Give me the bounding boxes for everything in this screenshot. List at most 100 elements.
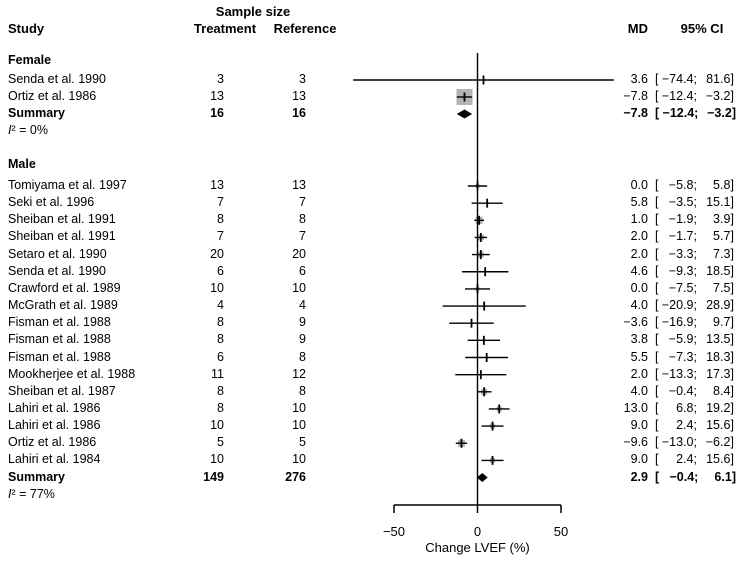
- ci-upper-bound: 17.3: [706, 367, 731, 381]
- ci-value: [−0.4; 6.1]: [655, 470, 736, 484]
- reference-count: 8: [299, 212, 306, 226]
- md-value: 5.5: [630, 350, 648, 364]
- reference-column-header: Reference: [273, 21, 337, 36]
- treatment-count: 7: [217, 229, 224, 243]
- ci-value: [−3.5; 15.1]: [655, 195, 734, 209]
- md-value: −3.6: [623, 315, 648, 329]
- ci-upper-bound: 18.5: [706, 264, 731, 278]
- treatment-count: 8: [217, 332, 224, 346]
- md-value: 4.6: [630, 264, 648, 278]
- study-label: Fisman et al. 1988: [8, 332, 111, 346]
- ci-value: [−1.9; 3.9]: [655, 212, 734, 226]
- ci-upper-bound: 5.8: [713, 178, 731, 192]
- md-value: −9.6: [623, 435, 648, 449]
- ci-lower-bound: −7.3: [668, 350, 694, 364]
- treatment-count: 3: [217, 72, 224, 86]
- study-label: Summary: [8, 106, 65, 120]
- treatment-count: 8: [217, 401, 224, 415]
- ci-lower-bound: −74.4: [661, 72, 694, 86]
- md-value: 0.0: [630, 178, 648, 192]
- study-label: Sheiban et al. 1987: [8, 384, 116, 398]
- ci-value: [−16.9; 9.7]: [655, 315, 734, 329]
- heterogeneity-label: I² = 0%: [8, 123, 48, 137]
- md-value: −7.8: [623, 106, 648, 120]
- ci-value: [−74.4; 81.6]: [655, 72, 734, 86]
- treatment-count: 7: [217, 195, 224, 209]
- ci-upper-bound: 15.6: [706, 418, 731, 432]
- reference-count: 12: [292, 367, 306, 381]
- ci-upper-bound: −6.2: [705, 435, 731, 449]
- study-label: Ortiz et al. 1986: [8, 435, 97, 449]
- ci-lower-bound: −3.5: [668, 195, 694, 209]
- study-label: Tomiyama et al. 1997: [8, 178, 127, 192]
- study-marks: [353, 75, 614, 85]
- reference-count: 10: [292, 452, 306, 466]
- study-label: Seki et al. 1996: [8, 195, 95, 209]
- treatment-count: 13: [210, 89, 224, 103]
- ci-lower-bound: −1.7: [668, 229, 694, 243]
- study-label: Ortiz et al. 1986: [8, 89, 97, 103]
- ci-lower-bound: −3.3: [668, 247, 694, 261]
- ci-value: [−9.3; 18.5]: [655, 264, 734, 278]
- reference-count: 10: [292, 401, 306, 415]
- md-value: 9.0: [630, 418, 648, 432]
- ci-upper-bound: 19.2: [706, 401, 731, 415]
- ci-lower-bound: −13.3: [661, 367, 694, 381]
- group-label: Male: [8, 157, 36, 171]
- reference-count: 276: [285, 470, 306, 484]
- ci-upper-bound: 13.5: [706, 332, 731, 346]
- axis-tick-label: −50: [382, 524, 406, 539]
- study-label: McGrath et al. 1989: [8, 298, 118, 312]
- summary-diamond: [476, 473, 488, 483]
- study-marks: [461, 267, 509, 277]
- summary-marks: [456, 109, 473, 119]
- ci-lower-bound: −1.9: [668, 212, 694, 226]
- md-value: 0.0: [630, 281, 648, 295]
- ci-upper-bound: 15.1: [706, 195, 731, 209]
- x-axis: [393, 504, 562, 513]
- study-marks: [442, 301, 526, 311]
- ci-value: [−0.4; 8.4]: [655, 384, 734, 398]
- md-value: 1.0: [630, 212, 648, 226]
- study-marks: [488, 404, 510, 414]
- study-marks: [474, 232, 488, 242]
- study-marks: [455, 370, 507, 380]
- reference-count: 13: [292, 89, 306, 103]
- study-marks: [465, 353, 509, 362]
- axis-title: Change LVEF (%): [425, 540, 530, 555]
- ci-lower-bound: −0.4: [668, 384, 694, 398]
- treatment-count: 8: [217, 315, 224, 329]
- md-value: 4.0: [630, 384, 648, 398]
- ci-upper-bound: 9.7: [713, 315, 731, 329]
- treatment-count: 10: [210, 418, 224, 432]
- ci-value: [−13.0; −6.2]: [655, 435, 734, 449]
- reference-count: 3: [299, 72, 306, 86]
- md-value: 2.9: [630, 470, 648, 484]
- reference-count: 6: [299, 264, 306, 278]
- treatment-column-header: Treatment: [193, 21, 257, 36]
- ci-lower-bound: 6.8: [676, 401, 694, 415]
- study-marks: [481, 455, 504, 465]
- md-column-header: MD: [627, 21, 648, 36]
- sample-size-header: Sample size: [215, 4, 291, 19]
- study-label: Mookherjee et al. 1988: [8, 367, 136, 381]
- ci-value: [−12.4; −3.2]: [655, 89, 734, 103]
- treatment-count: 11: [211, 367, 224, 381]
- md-value: 2.0: [630, 229, 648, 243]
- study-label: Lahiri et al. 1984: [8, 452, 101, 466]
- treatment-count: 5: [217, 435, 224, 449]
- treatment-count: 8: [217, 212, 224, 226]
- ci-upper-bound: 18.3: [706, 350, 731, 364]
- study-marks: [471, 198, 503, 208]
- ci-upper-bound: 5.7: [713, 229, 731, 243]
- treatment-count: 149: [203, 470, 224, 484]
- treatment-count: 10: [210, 281, 224, 295]
- ci-value: [−5.8; 5.8]: [655, 178, 734, 192]
- reference-count: 13: [292, 178, 306, 192]
- ci-lower-bound: −12.4: [662, 106, 695, 120]
- reference-count: 8: [299, 350, 306, 364]
- md-value: −7.8: [623, 89, 648, 103]
- treatment-count: 6: [217, 264, 224, 278]
- study-marks: [467, 335, 501, 345]
- treatment-count: 20: [210, 247, 224, 261]
